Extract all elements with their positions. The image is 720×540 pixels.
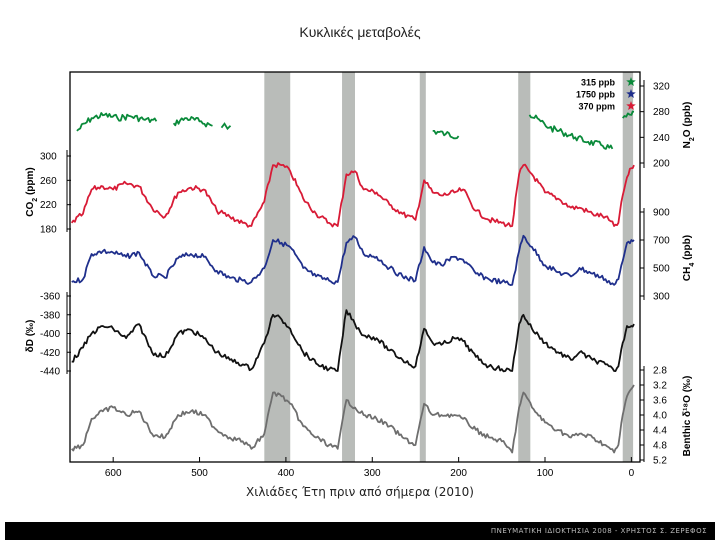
ch4-tick-label: 900	[653, 208, 670, 219]
legend: 315 ppb 1750 ppb 370 ppm	[576, 77, 636, 112]
n2o-axis-title: N2O (ppb)	[682, 102, 696, 149]
dd-tick-label: -360	[40, 292, 60, 303]
legend-star-icon	[626, 101, 636, 110]
series-d18o-line	[71, 384, 635, 454]
series-n2o-segment	[172, 116, 213, 128]
n2o-tick-label: 320	[653, 82, 670, 93]
n2o-tick-label: 280	[653, 107, 670, 118]
ch4-tick-label: 300	[653, 292, 670, 303]
co2-tick-label: 300	[40, 152, 57, 163]
legend-star-icon	[626, 77, 636, 86]
legend-label: 315 ppb	[581, 78, 616, 88]
series-ch4-line	[71, 234, 635, 286]
plot-frame	[69, 71, 641, 463]
dd-tick-label: -400	[40, 329, 60, 340]
x-tick-label: 300	[364, 468, 381, 479]
x-tick-label: 400	[278, 468, 295, 479]
co2-tick-label: 260	[40, 176, 57, 187]
series-group	[70, 110, 635, 454]
d18o-tick-label: 4.0	[653, 411, 667, 422]
ch4-tick-label: 700	[653, 236, 670, 247]
axes-group: 600 500 400 300 200 100 0 300 260 220 180 -360 -380 -…	[25, 80, 696, 479]
x-tick-label: 100	[537, 468, 554, 479]
co2-tick-label: 180	[40, 225, 57, 236]
d18o-tick-label: 4.8	[653, 441, 667, 452]
series-n2o-segment	[220, 122, 232, 131]
legend-label: 370 ppm	[578, 102, 615, 112]
co2-tick-label: 220	[40, 200, 57, 211]
dd-tick-label: -420	[40, 348, 60, 359]
x-tick-label: 200	[450, 468, 467, 479]
ch4-axis-title: CH4 (ppb)	[682, 235, 696, 281]
n2o-tick-label: 240	[653, 133, 670, 144]
d18o-tick-label: 5.2	[653, 456, 667, 467]
d18o-axis-title: Benthic δ¹⁸O (‰)	[682, 376, 693, 457]
n2o-tick-label: 200	[653, 159, 670, 170]
interglacial-band	[264, 72, 291, 462]
slide-title: Κυκλικές μεταβολές	[299, 24, 421, 40]
dd-tick-label: -380	[40, 310, 60, 321]
dd-tick-label: -440	[40, 367, 60, 378]
co2-axis-title: CO2 (ppm)	[25, 167, 39, 216]
legend-label: 1750 ppb	[576, 90, 616, 100]
ch4-tick-label: 500	[653, 264, 670, 275]
legend-star-icon	[626, 89, 636, 98]
interglacial-band	[419, 72, 426, 462]
d18o-tick-label: 3.2	[653, 381, 667, 392]
interglacial-band	[622, 72, 634, 462]
interglacial-band	[342, 72, 355, 462]
series-n2o-segment	[76, 112, 158, 132]
x-axis-label: Χιλιάδες Έτη πριν από σήμερα (2010)	[246, 485, 474, 499]
dd-axis-title: δD (‰)	[25, 320, 36, 353]
d18o-tick-label: 4.4	[653, 426, 667, 437]
d18o-tick-label: 2.8	[653, 366, 667, 377]
x-tick-label: 600	[105, 468, 122, 479]
footer-bar: ΠΝΕΥΜΑΤΙΚΗ ΙΔΙΟΚΤΗΣΙΑ 2008 - ΧΡΗΣΤΟΣ Σ. …	[5, 522, 715, 540]
plot-border	[69, 71, 641, 463]
x-tick-label: 0	[629, 468, 635, 479]
d18o-tick-label: 3.6	[653, 396, 667, 407]
series-n2o-segment	[528, 114, 614, 150]
series-co2-line	[70, 162, 635, 228]
interglacial-bands	[264, 72, 634, 462]
series-n2o-segment	[622, 110, 635, 119]
series-dd-line	[71, 309, 635, 373]
x-tick-label: 500	[191, 468, 208, 479]
footer-text: ΠΝΕΥΜΑΤΙΚΗ ΙΔΙΟΚΤΗΣΙΑ 2008 - ΧΡΗΣΤΟΣ Σ. …	[490, 527, 707, 535]
series-n2o-segment	[432, 130, 460, 140]
